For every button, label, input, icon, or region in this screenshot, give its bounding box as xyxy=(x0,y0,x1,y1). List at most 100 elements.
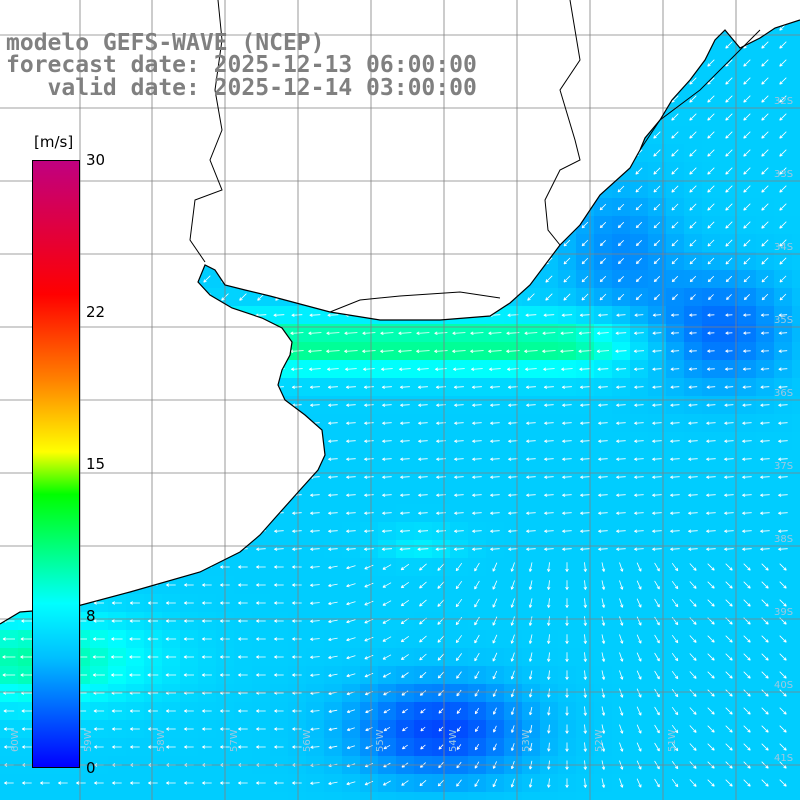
wind-arrow xyxy=(257,149,265,157)
speed-cell xyxy=(486,198,505,217)
speed-cell xyxy=(684,54,703,73)
wind-arrow xyxy=(4,565,14,569)
speed-cell xyxy=(234,396,253,415)
wind-arrow xyxy=(94,565,104,569)
speed-cell xyxy=(18,108,37,127)
speed-cell xyxy=(180,540,199,559)
wind-arrow xyxy=(94,583,104,587)
speed-cell xyxy=(594,126,613,145)
colorbar-tick-30: 30 xyxy=(86,151,106,169)
wind-arrow xyxy=(419,257,427,265)
wind-arrow xyxy=(401,185,409,193)
speed-cell xyxy=(90,234,109,253)
speed-cell xyxy=(792,288,800,307)
speed-cell xyxy=(666,0,685,19)
speed-cell xyxy=(108,378,127,397)
colorbar-tick-8: 8 xyxy=(86,607,96,625)
wind-arrow xyxy=(238,493,248,497)
speed-cell xyxy=(756,0,775,19)
speed-cell xyxy=(288,414,307,433)
wind-arrow xyxy=(95,203,103,211)
wind-arrow xyxy=(473,275,481,283)
speed-cell xyxy=(144,342,163,361)
wind-arrow xyxy=(92,349,106,353)
speed-cell xyxy=(90,360,109,379)
wind-arrow xyxy=(95,275,103,283)
speed-cell xyxy=(360,252,379,271)
speed-cell xyxy=(72,108,91,127)
speed-cell xyxy=(738,0,757,19)
speed-cell xyxy=(576,180,595,199)
speed-cell xyxy=(180,108,199,127)
wind-arrow xyxy=(149,185,157,193)
speed-cell xyxy=(378,126,397,145)
wind-arrow xyxy=(527,131,535,139)
speed-cell xyxy=(360,306,379,325)
wind-arrow xyxy=(527,221,535,229)
speed-cell xyxy=(396,198,415,217)
speed-cell xyxy=(450,162,469,181)
speed-cell xyxy=(270,468,289,487)
wind-arrow xyxy=(110,331,124,335)
speed-cell xyxy=(774,792,793,800)
speed-cell xyxy=(396,288,415,307)
wind-arrow xyxy=(94,529,104,533)
wind-arrow xyxy=(256,475,266,479)
wind-arrow xyxy=(492,6,499,13)
wind-arrow xyxy=(130,529,140,533)
speed-cell xyxy=(162,414,181,433)
speed-cell xyxy=(468,162,487,181)
speed-cell xyxy=(252,468,271,487)
speed-cell xyxy=(198,342,217,361)
speed-cell xyxy=(162,306,181,325)
wind-arrow xyxy=(311,203,319,211)
wind-arrow xyxy=(202,493,212,497)
speed-cell xyxy=(540,108,559,127)
speed-cell xyxy=(378,198,397,217)
wind-arrow xyxy=(653,23,661,31)
wind-arrow xyxy=(149,275,157,283)
wind-arrow xyxy=(581,131,589,139)
wind-arrow xyxy=(2,331,16,335)
wind-arrow xyxy=(93,367,105,371)
speed-cell xyxy=(396,792,415,800)
speed-cell xyxy=(540,72,559,91)
speed-cell xyxy=(162,432,181,451)
speed-cell xyxy=(576,54,595,73)
wind-arrow xyxy=(184,475,194,479)
wind-arrow xyxy=(707,23,715,31)
wind-arrow xyxy=(275,257,283,265)
speed-cell xyxy=(126,414,145,433)
speed-cell xyxy=(612,20,631,37)
speed-cell xyxy=(234,180,253,199)
speed-cell xyxy=(450,288,469,307)
wind-arrow xyxy=(419,275,427,283)
speed-cell xyxy=(414,306,433,325)
speed-cell xyxy=(288,450,307,469)
speed-cell xyxy=(234,126,253,145)
wind-arrow xyxy=(257,167,265,175)
speed-cell xyxy=(18,792,37,800)
speed-cell xyxy=(108,468,127,487)
wind-arrow xyxy=(347,41,355,49)
wind-arrow xyxy=(527,239,535,247)
speed-cell xyxy=(504,792,523,800)
speed-cell xyxy=(288,252,307,271)
wind-arrow xyxy=(617,113,625,121)
wind-arrow xyxy=(274,421,284,425)
speed-cell xyxy=(180,180,199,199)
wind-arrow xyxy=(185,131,193,139)
speed-cell xyxy=(666,54,685,73)
wind-arrow xyxy=(455,113,463,121)
speed-cell xyxy=(792,738,800,757)
speed-cell xyxy=(792,324,800,343)
wind-arrow xyxy=(238,511,248,515)
speed-cell xyxy=(108,522,127,541)
wind-arrow xyxy=(491,113,499,121)
speed-cell xyxy=(414,216,433,235)
speed-cell xyxy=(486,144,505,163)
speed-cell xyxy=(252,360,271,379)
wind-arrow xyxy=(581,149,589,157)
speed-cell xyxy=(126,180,145,199)
speed-cell xyxy=(396,144,415,163)
